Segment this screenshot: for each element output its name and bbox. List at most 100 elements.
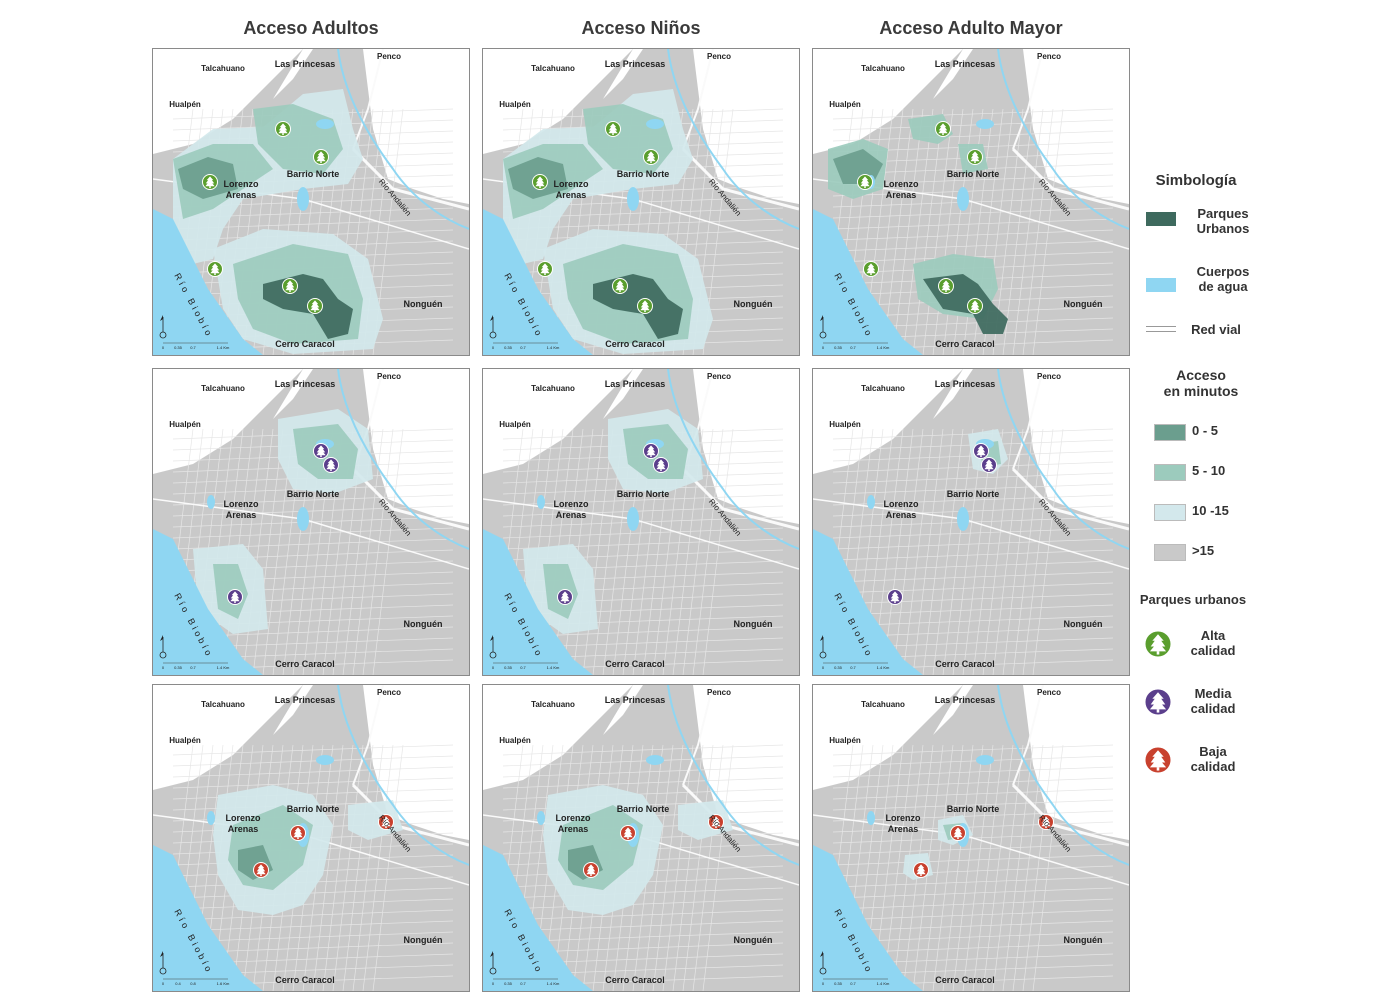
las-princesas-label: Las Princesas [935,379,996,389]
lagoon [976,755,994,765]
scale-bar-label: 0 [492,345,495,350]
scale-bar-label: 0.35 [834,345,843,350]
lorenzo-label: Lorenzo [884,499,920,509]
lorenzo-label: Lorenzo [554,499,590,509]
cerro-caracol-label: Cerro Caracol [275,659,335,669]
talcahuano-label: Talcahuano [531,384,575,393]
scale-bar-label: 0 [822,665,825,670]
scale-bar-label: 1.4 Km [217,665,230,670]
nonguen-label: Nonguén [1064,619,1103,629]
penco-label: Penco [1037,52,1061,61]
barrio-norte-label: Barrio Norte [287,169,340,179]
legend-tree-baja-icon [1144,746,1172,774]
north-arrow-icon [489,951,497,975]
column-title-ninos: Acceso Niños [581,18,701,38]
scale-bar: 0 0.35 0.7 1.4 Km [492,342,560,350]
river-andalien [667,369,799,550]
scale-bar-label: 1.4 Km [547,345,560,350]
scale-bar-label: 1.4 Km [877,345,890,350]
penco-label: Penco [377,52,401,61]
scale-bar-label: 0.7 [190,665,196,670]
map-panel-adultos-media: Talcahuano Las Princesas Penco Hualpén Loren… [152,368,470,676]
river-biobio [153,209,263,355]
river-biobio [483,529,593,675]
talcahuano-label: Talcahuano [861,700,905,709]
alta-quality-park-icon [307,298,323,314]
hualpen-label: Hualpén [829,420,861,429]
scale-bar: 0 0.35 0.7 1.4 Km [822,662,890,670]
lorenzo-label: Lorenzo [554,179,590,189]
access-zones [503,89,713,354]
map-panel-adulto-mayor-baja: Talcahuano Las Princesas Penco Hualpén Loren… [812,684,1130,992]
nonguen-label: Nonguén [404,619,443,629]
map-panel-adultos-baja: Talcahuano Las Princesas Penco Hualpén Loren… [152,684,470,992]
nonguen-label: Nonguén [734,935,773,945]
river-biobio [483,845,593,991]
lagoon [867,811,875,825]
las-princesas-label: Las Princesas [935,59,996,69]
river-biobio [813,209,923,355]
scale-bar-label: 1.4 Km [547,981,560,986]
baja-quality-park-icon [950,825,966,841]
baja-quality-park-icon [253,862,269,878]
scale-bar-label: 0 [822,981,825,986]
alta-quality-park-icon [967,149,983,165]
north-arrow-icon [159,315,167,339]
talcahuano-label: Talcahuano [201,64,245,73]
scale-bar: 0 0.35 0.7 1.4 Km [162,342,230,350]
legend-road-label: Red vial [1191,322,1241,337]
river-biobio [813,845,923,991]
alta-quality-park-icon [202,174,218,190]
river-andalien [667,685,799,866]
river-biobio [483,209,593,355]
map-panel-adultos-alta: Talcahuano Las Princesas Penco Hualpén Loren… [152,48,470,356]
penco-label: Penco [1037,372,1061,381]
legend-tree-alta-icon [1144,630,1172,658]
legend-access-swatch-0 [1154,424,1186,441]
column-title-adultos: Acceso Adultos [243,18,379,38]
scale-bar-label: 0.7 [520,345,526,350]
arenas-label: Arenas [558,824,589,834]
river-andalien [997,369,1129,550]
scale-bar-label: 0 [162,665,165,670]
legend-access-swatch-3 [1154,544,1186,561]
river-biobio [153,845,263,991]
scale-bar-label: 0.7 [190,345,196,350]
scale-bar-label: 1.4 Km [217,345,230,350]
legend-access-label-2: 10 -15 [1192,503,1229,518]
legend-water-label: Cuerpos de agua [1196,264,1250,294]
scale-bar-label: 0 [162,345,165,350]
scale-bar-label: 0 [162,981,165,986]
nonguen-label: Nonguén [1064,299,1103,309]
lagoon [627,187,639,211]
legend-water-swatch [1146,278,1176,292]
lagoon [867,495,875,509]
legend-quality-label-alta: Alta calidad [1190,628,1236,658]
north-arrow-icon [159,635,167,659]
lagoon [297,507,309,531]
alta-quality-park-icon [532,174,548,190]
baja-quality-park-icon [708,814,724,830]
cerro-caracol-label: Cerro Caracol [605,339,665,349]
talcahuano-label: Talcahuano [201,384,245,393]
las-princesas-label: Las Princesas [275,379,336,389]
scale-bar-label: 0.35 [504,345,513,350]
scale-bar: 0 0.35 0.7 1.4 Km [492,662,560,670]
scale-bar-label: 1.4 Km [877,981,890,986]
scale-bar-label: 1.4 Km [877,665,890,670]
media-quality-park-icon [887,589,903,605]
scale-bar-label: 0 [492,981,495,986]
talcahuano-label: Talcahuano [201,700,245,709]
scale-bar-label: 1.4 Km [547,665,560,670]
lorenzo-label: Lorenzo [224,179,260,189]
lorenzo-label: Lorenzo [886,813,922,823]
baja-quality-park-icon [1038,814,1054,830]
lagoon [646,755,664,765]
lorenzo-label: Lorenzo [884,179,920,189]
tree-media-icon [1144,688,1172,716]
lagoon [297,187,309,211]
lagoon [957,507,969,531]
lagoon [316,119,334,129]
arenas-label: Arenas [226,190,257,200]
barrio-norte-label: Barrio Norte [947,169,1000,179]
